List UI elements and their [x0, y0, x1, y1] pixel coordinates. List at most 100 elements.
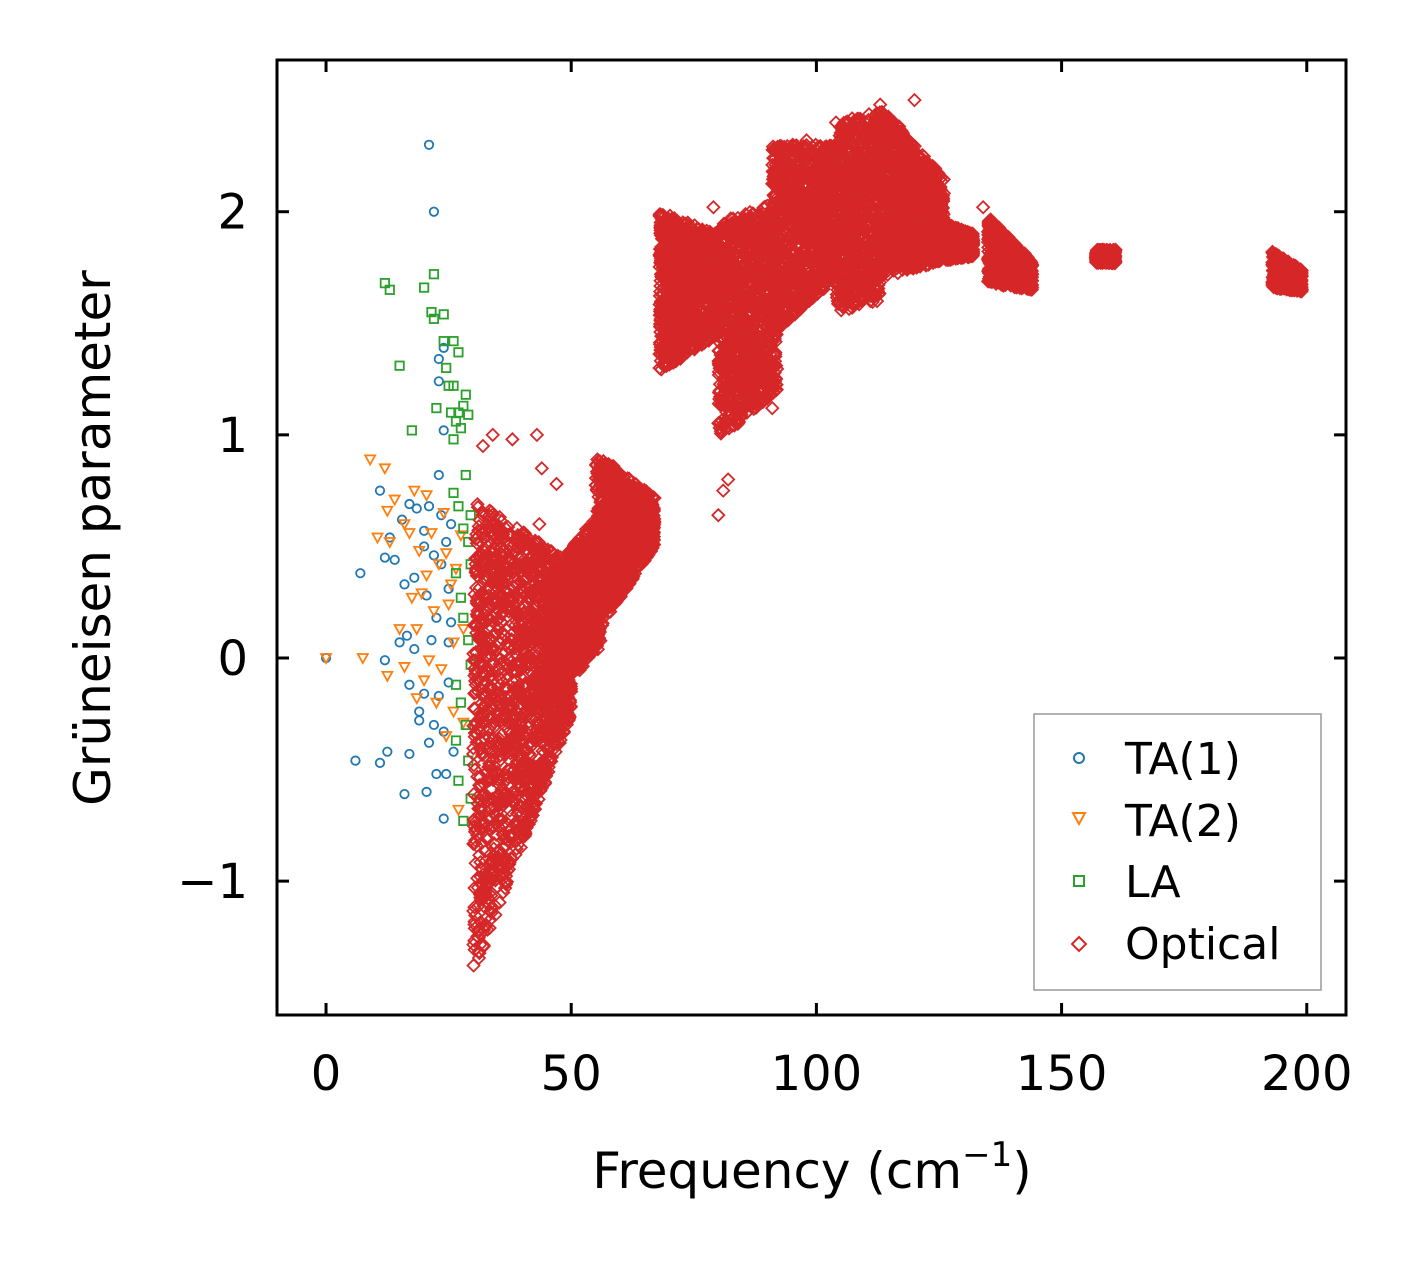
- point-ta1: [445, 519, 457, 530]
- point-optical: [472, 923, 487, 939]
- point-optical: [507, 768, 522, 783]
- point-optical: [486, 841, 501, 856]
- point-la: [455, 423, 466, 434]
- point-optical: [507, 617, 523, 633]
- point-la: [448, 336, 459, 347]
- point-optical: [503, 654, 519, 670]
- point-ta1: [441, 768, 452, 780]
- point-ta1: [382, 746, 393, 757]
- point-la: [431, 402, 442, 414]
- point-optical: [539, 556, 555, 571]
- point-optical: [477, 590, 493, 605]
- point-optical: [466, 903, 481, 919]
- point-optical: [527, 616, 543, 631]
- point-optical: [534, 735, 549, 750]
- point-optical: [523, 561, 539, 577]
- point-optical: [557, 711, 572, 726]
- point-optical: [504, 851, 520, 866]
- point-ta2: [405, 592, 419, 605]
- point-la: [463, 635, 474, 646]
- point-ta1: [414, 715, 425, 726]
- point-ta1: [423, 139, 435, 150]
- point-ta2: [415, 588, 429, 601]
- point-optical: [476, 641, 491, 656]
- point-la: [438, 309, 449, 320]
- point-ta1: [350, 755, 361, 766]
- point-ta1: [394, 637, 405, 648]
- point-ta2: [370, 532, 385, 545]
- point-ta1: [448, 746, 459, 757]
- point-ta2: [456, 624, 470, 636]
- point-optical: [522, 568, 538, 584]
- point-optical: [516, 552, 532, 567]
- point-optical: [515, 720, 531, 735]
- point-la: [448, 380, 459, 391]
- point-optical: [512, 688, 528, 703]
- series-optical: [465, 92, 1310, 973]
- point-ta2: [319, 653, 333, 665]
- point-ta1: [441, 536, 452, 548]
- point-la: [448, 434, 459, 445]
- point-la: [463, 409, 474, 420]
- point-ta2: [420, 490, 434, 502]
- point-la: [455, 592, 466, 603]
- point-ta2: [407, 485, 421, 498]
- point-la: [406, 425, 417, 436]
- point-optical: [487, 758, 502, 774]
- point-ta2: [434, 664, 448, 677]
- point-ta1: [399, 579, 410, 590]
- point-ta2: [397, 662, 412, 674]
- point-optical: [483, 854, 498, 870]
- point-ta2: [447, 637, 461, 650]
- point-la: [460, 469, 471, 481]
- series-ta1: [320, 139, 459, 824]
- point-ta2: [393, 624, 407, 636]
- point-la: [453, 347, 464, 358]
- point-ta2: [402, 528, 416, 540]
- point-optical: [524, 564, 540, 579]
- point-optical: [511, 829, 527, 845]
- point-la: [394, 360, 405, 371]
- point-ta1: [389, 554, 400, 565]
- point-optical: [554, 721, 569, 737]
- point-optical: [466, 958, 481, 973]
- point-optical: [525, 712, 540, 727]
- point-la: [428, 313, 440, 324]
- point-optical: [515, 556, 531, 571]
- point-ta2: [454, 530, 468, 543]
- data-marks: [319, 92, 1310, 973]
- point-ta2: [437, 508, 451, 520]
- point-la: [428, 269, 440, 280]
- point-la: [441, 362, 452, 374]
- point-ta1: [431, 768, 442, 780]
- point-ta1: [404, 498, 415, 510]
- point-optical: [473, 741, 489, 757]
- point-ta1: [411, 503, 422, 514]
- point-optical: [478, 660, 493, 676]
- point-optical: [509, 540, 525, 555]
- point-la: [438, 336, 449, 347]
- point-optical: [497, 747, 512, 762]
- point-optical: [467, 880, 482, 896]
- point-ta2: [422, 655, 436, 668]
- point-ta1: [379, 552, 390, 563]
- point-optical: [483, 648, 499, 663]
- point-ta1: [431, 612, 442, 623]
- point-ta2: [356, 653, 370, 665]
- point-la: [460, 389, 471, 400]
- point-optical: [469, 625, 484, 641]
- point-optical: [468, 563, 484, 579]
- point-ta2: [412, 545, 426, 558]
- point-la: [384, 284, 395, 295]
- point-ta1: [374, 485, 386, 496]
- point-ta1: [438, 813, 449, 824]
- point-ta1: [379, 655, 390, 666]
- point-optical: [483, 708, 499, 724]
- point-ta1: [426, 635, 437, 646]
- point-ta1: [433, 469, 444, 481]
- point-optical: [488, 873, 503, 888]
- point-la: [450, 735, 462, 746]
- point-la: [453, 775, 464, 786]
- point-optical: [560, 697, 576, 713]
